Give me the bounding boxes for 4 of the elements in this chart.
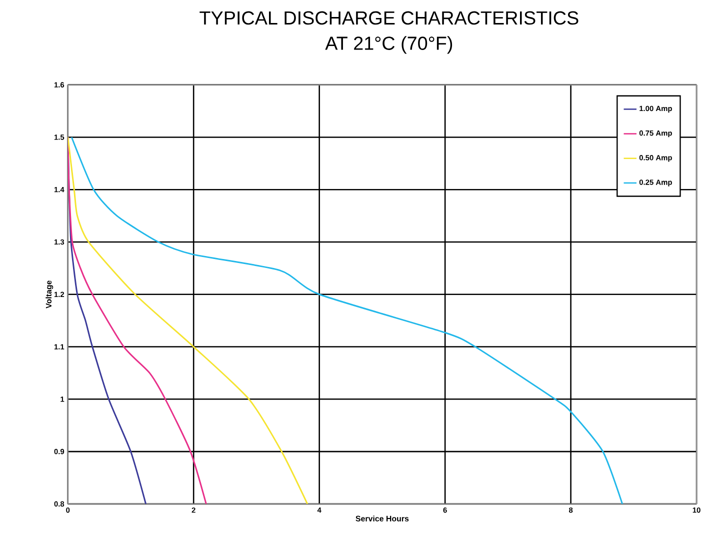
line-series: [68, 136, 308, 504]
chart-subtitle: AT 21°C (70°F): [325, 36, 452, 54]
chart-title: TYPICAL DISCHARGE CHARACTERISTICS: [200, 11, 578, 25]
line-series: [70, 136, 624, 504]
